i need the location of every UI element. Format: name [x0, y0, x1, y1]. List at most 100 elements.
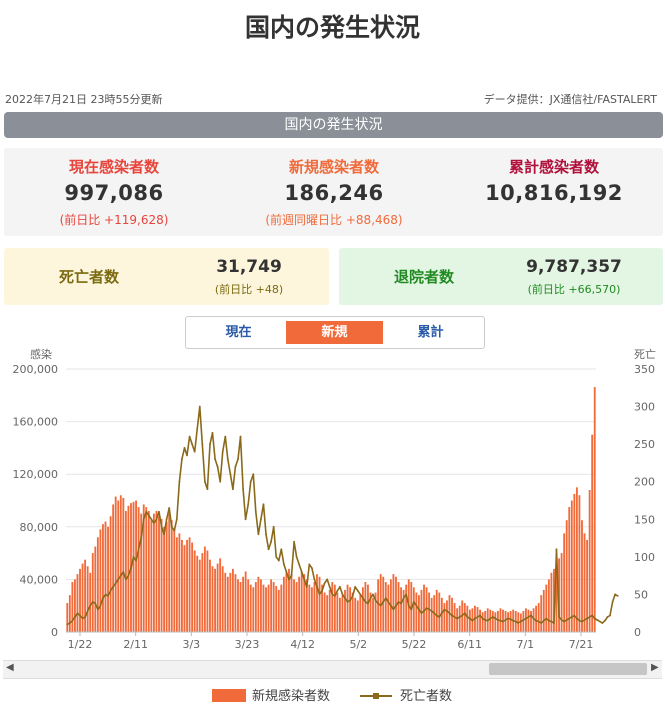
line-point: [382, 601, 385, 603]
bar: [305, 579, 308, 632]
bar: [318, 576, 321, 632]
line-point: [443, 608, 446, 611]
bar: [234, 574, 237, 632]
recovered-panel: 退院者数 9,787,357 (前日比 +66,570): [339, 248, 663, 305]
scroll-right-arrow-icon[interactable]: ▶: [651, 662, 659, 673]
bar: [66, 603, 69, 632]
current-infected-stat: 現在感染者数 997,086 (前日比 +119,628): [14, 156, 214, 228]
line-point: [107, 595, 109, 597]
line-point: [356, 589, 359, 592]
bar: [295, 582, 298, 632]
bar: [231, 568, 234, 632]
line-point: [303, 578, 306, 581]
bar: [86, 566, 89, 632]
line-point: [114, 582, 117, 585]
line-point: [313, 578, 316, 581]
bar: [275, 585, 278, 632]
line-point: [242, 488, 245, 491]
line-point: [275, 556, 278, 558]
bar: [387, 584, 390, 632]
y-right-tick-label: 0: [634, 626, 641, 639]
line-point: [135, 559, 138, 562]
bar: [537, 603, 540, 632]
bar: [68, 595, 71, 632]
line-point: [318, 593, 321, 596]
line-point: [609, 614, 611, 617]
bar: [252, 587, 255, 632]
bar: [310, 587, 313, 632]
x-tick-label: 2/11: [123, 638, 148, 651]
bar: [277, 589, 280, 632]
deaths-value: 31,749: [216, 257, 282, 277]
line-point: [379, 604, 382, 607]
line-point: [102, 597, 104, 600]
line-point: [598, 620, 601, 623]
line-point: [423, 610, 425, 612]
legend-bar-swatch: [212, 689, 246, 702]
bar: [435, 589, 438, 632]
line-point: [109, 589, 112, 592]
line-point: [331, 593, 334, 596]
bar: [280, 584, 283, 632]
scrollbar-thumb[interactable]: [489, 663, 647, 675]
bar: [532, 608, 535, 632]
bar: [196, 555, 199, 632]
line-point: [127, 574, 130, 577]
line-point: [438, 616, 441, 618]
x-tick-label: 7/21: [569, 638, 594, 651]
scroll-left-arrow-icon[interactable]: ◀: [6, 662, 14, 673]
line-point: [140, 537, 143, 539]
bar: [135, 500, 137, 632]
bar: [81, 563, 84, 632]
line-point: [504, 619, 507, 621]
bar: [479, 609, 481, 632]
bar: [272, 582, 275, 632]
line-point: [311, 567, 313, 569]
x-tick-label: 3/3: [182, 638, 200, 651]
line-point: [339, 586, 341, 588]
line-point: [211, 432, 214, 434]
tab-new[interactable]: 新規: [286, 321, 383, 344]
line-point: [573, 614, 576, 617]
bar: [354, 597, 357, 632]
infection-death-chart: 200,000 160,000 120,000 80,000 40,000 0 350 300…: [13, 347, 657, 651]
current-infected-diff: (前日比 +119,628): [59, 213, 169, 227]
bar: [254, 582, 257, 632]
bar: [303, 574, 306, 632]
line-point: [165, 518, 168, 521]
bar: [491, 610, 494, 632]
line-point: [494, 617, 497, 620]
line-point: [280, 548, 283, 551]
bar: [74, 579, 76, 632]
bar: [76, 574, 79, 632]
bar: [84, 559, 87, 632]
line-point: [555, 548, 558, 551]
bar: [341, 595, 344, 632]
bar: [124, 511, 127, 632]
bar: [466, 605, 469, 632]
tab-cumulative[interactable]: 累計: [417, 325, 444, 340]
bar: [481, 612, 484, 632]
y-left-tick-label: 80,000: [20, 521, 59, 534]
line-point: [155, 518, 158, 521]
line-point: [474, 617, 476, 620]
bar: [417, 595, 420, 632]
bar: [555, 563, 558, 632]
summary-stats-panel: 現在感染者数 997,086 (前日比 +119,628) 新規感染者数 186…: [4, 148, 663, 236]
line-point: [89, 604, 92, 607]
bar: [369, 592, 372, 632]
bar: [285, 572, 288, 632]
bar: [588, 489, 591, 632]
tab-current[interactable]: 現在: [225, 325, 252, 340]
line-point: [142, 518, 145, 521]
bar: [397, 582, 400, 632]
line-point: [400, 602, 402, 605]
total-infected-label: 累計感染者数: [508, 158, 599, 176]
bar: [262, 584, 265, 632]
line-point: [351, 595, 354, 597]
line-point: [254, 510, 257, 513]
bar: [507, 612, 510, 632]
bar: [282, 576, 285, 632]
line-point: [489, 617, 492, 620]
bar: [290, 574, 293, 632]
